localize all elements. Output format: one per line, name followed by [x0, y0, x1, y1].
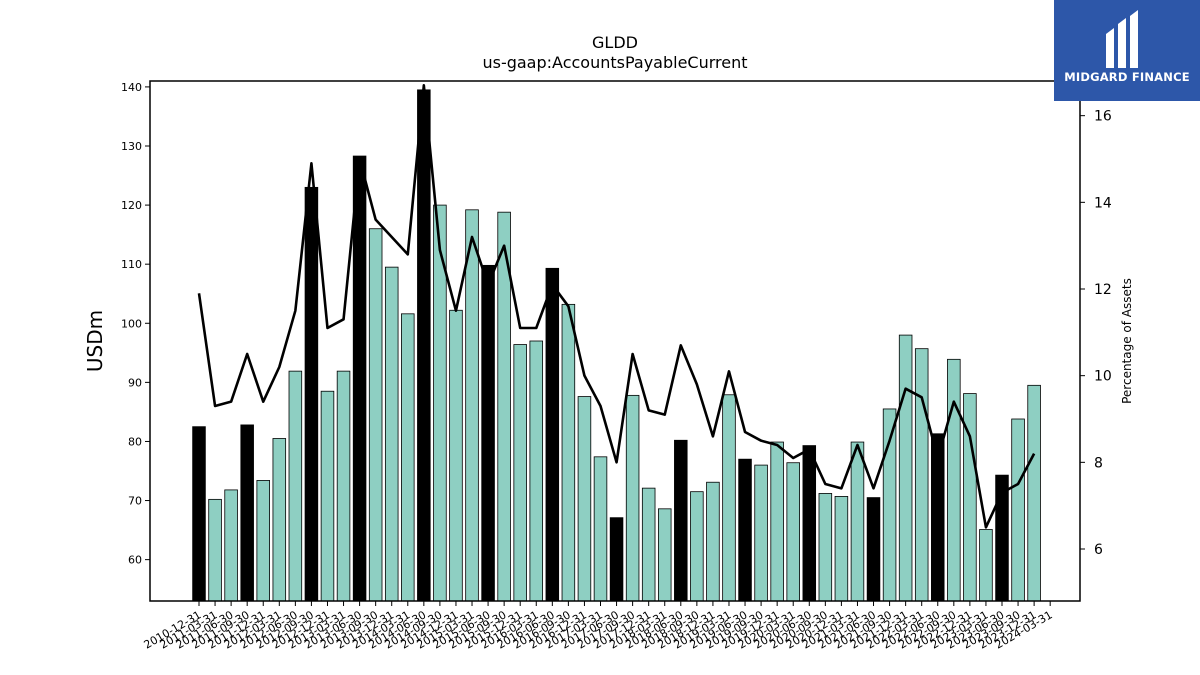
bar	[1011, 418, 1025, 602]
bar	[545, 267, 560, 602]
bar	[481, 264, 495, 602]
bar	[529, 340, 544, 602]
y2-tick-label: 10	[1094, 369, 1112, 385]
bar	[352, 155, 367, 602]
y-tick-label: 80	[128, 435, 142, 448]
bar	[850, 441, 865, 602]
bar	[224, 489, 238, 602]
brand-logo: MIDGARD FINANCE	[1054, 0, 1200, 101]
brand-name: MIDGARD FINANCE	[1064, 70, 1190, 84]
bar	[561, 303, 576, 602]
bar	[641, 487, 656, 602]
bar	[577, 396, 592, 602]
bar	[770, 441, 784, 602]
bar	[449, 309, 463, 602]
bar	[368, 228, 383, 602]
bar	[786, 462, 800, 602]
bar	[240, 424, 254, 602]
chart-title: GLDD	[592, 33, 638, 52]
bar	[722, 394, 736, 602]
y2-tick-label: 16	[1094, 109, 1112, 125]
y-axis-label: USDm	[83, 310, 107, 372]
bar	[593, 456, 608, 602]
bar	[898, 334, 913, 602]
bar	[320, 390, 335, 602]
chart-subtitle: us-gaap:AccountsPayableCurrent	[482, 53, 747, 72]
bar	[834, 496, 849, 602]
y-tick-label: 130	[121, 140, 142, 153]
bar	[272, 438, 287, 602]
y-axis-ticks: 60 70 80 90 100 110 120 130 140	[121, 81, 150, 567]
plot-frame	[149, 80, 1081, 602]
y-tick-label: 100	[121, 317, 142, 330]
bar	[401, 313, 415, 602]
bar	[657, 508, 672, 602]
bar	[947, 358, 961, 602]
bar	[288, 370, 303, 602]
y2-tick-label: 8	[1094, 455, 1103, 471]
y2-axis-ticks: 6 8 10 12 14 16	[1080, 109, 1112, 558]
bar	[256, 480, 270, 602]
bar	[738, 458, 752, 602]
bar	[192, 426, 206, 602]
y2-axis-label: Percentage of Assets	[1120, 278, 1134, 404]
y-tick-label: 110	[121, 258, 142, 271]
x-axis-ticks: 2010-12-312011-03-312011-06-302011-09-30…	[142, 601, 1055, 652]
bar	[979, 529, 993, 602]
y2-tick-label: 6	[1094, 542, 1103, 558]
bar	[384, 266, 399, 602]
bar	[609, 517, 624, 602]
midgard-logo-icon	[1106, 10, 1138, 68]
bar	[914, 348, 929, 602]
bar	[513, 344, 527, 602]
y-tick-label: 140	[121, 81, 142, 94]
bar	[1027, 384, 1041, 602]
line-series	[197, 84, 1036, 529]
bar	[866, 497, 881, 602]
y-tick-label: 90	[128, 376, 142, 389]
y-tick-label: 120	[121, 199, 142, 212]
bar	[304, 186, 319, 602]
bar	[625, 394, 640, 602]
percentage-line	[197, 84, 1036, 529]
y-tick-label: 60	[128, 554, 142, 567]
bar	[465, 209, 479, 602]
bar	[706, 481, 720, 602]
y2-tick-label: 12	[1094, 282, 1112, 298]
bar	[674, 439, 688, 602]
y-tick-label: 70	[128, 495, 142, 508]
bar	[754, 464, 768, 602]
bar	[417, 89, 431, 602]
bar	[818, 493, 833, 602]
y2-tick-label: 14	[1094, 195, 1112, 211]
bar	[802, 445, 817, 602]
bar	[208, 498, 222, 602]
bar-series	[192, 89, 1041, 602]
bar	[336, 370, 351, 602]
bar	[690, 491, 704, 602]
